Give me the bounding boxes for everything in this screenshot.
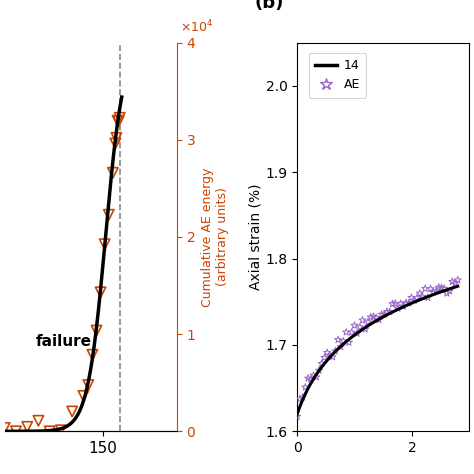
Point: [1, 424, 9, 432]
Point: [432, 287, 440, 295]
Point: [340, 337, 347, 345]
Point: [93, 327, 100, 334]
Point: [342, 328, 350, 336]
Point: [400, 303, 407, 310]
Point: [35, 417, 42, 425]
Point: [57, 427, 65, 434]
Point: [46, 428, 54, 435]
Point: [310, 372, 317, 379]
Text: (b): (b): [254, 0, 283, 11]
Point: [416, 290, 423, 297]
Point: [353, 329, 361, 337]
Point: [301, 383, 309, 391]
Point: [389, 300, 396, 308]
Point: [326, 352, 334, 359]
Point: [111, 140, 119, 147]
Point: [373, 314, 380, 321]
Point: [315, 367, 323, 374]
Point: [307, 375, 315, 383]
Point: [348, 328, 356, 336]
Point: [109, 169, 117, 177]
Point: [351, 322, 358, 329]
Point: [80, 392, 87, 400]
Point: [397, 300, 404, 308]
Point: [337, 343, 345, 351]
Point: [68, 408, 76, 415]
Point: [405, 299, 412, 307]
Point: [408, 294, 415, 301]
Point: [375, 316, 383, 324]
Point: [446, 287, 454, 295]
Point: [454, 276, 462, 284]
Point: [299, 393, 307, 401]
Point: [89, 351, 96, 359]
Point: [320, 354, 328, 361]
Point: [114, 117, 121, 125]
Point: [435, 283, 443, 291]
Point: [115, 118, 122, 125]
Point: [438, 284, 445, 292]
Point: [12, 428, 20, 435]
Point: [367, 313, 374, 321]
Point: [429, 288, 437, 296]
Point: [304, 374, 312, 382]
Point: [318, 360, 326, 367]
Point: [443, 290, 451, 297]
Point: [105, 211, 113, 219]
Text: failure: failure: [36, 334, 91, 349]
Point: [23, 423, 31, 431]
Point: [323, 349, 331, 356]
Point: [293, 413, 301, 420]
Point: [331, 347, 339, 355]
Point: [440, 285, 448, 292]
Point: [448, 278, 456, 285]
Point: [419, 293, 426, 301]
Point: [356, 323, 364, 331]
Point: [101, 240, 109, 248]
Point: [113, 134, 120, 142]
Point: [421, 285, 429, 292]
Point: [345, 338, 353, 346]
Point: [424, 294, 432, 301]
Point: [413, 294, 421, 302]
Point: [329, 353, 337, 361]
Point: [359, 317, 366, 324]
Point: [451, 280, 459, 287]
Point: [116, 114, 124, 122]
Point: [381, 311, 388, 319]
Point: [296, 395, 304, 403]
Point: [370, 313, 377, 320]
Point: [334, 336, 342, 344]
Point: [394, 305, 401, 312]
Point: [312, 374, 320, 381]
Point: [410, 297, 418, 304]
Point: [378, 310, 385, 318]
Point: [392, 300, 399, 307]
Point: [402, 299, 410, 307]
Y-axis label: Axial strain (%): Axial strain (%): [248, 184, 263, 290]
Point: [362, 325, 369, 333]
Point: [84, 381, 92, 389]
Point: [364, 318, 372, 326]
Point: [97, 289, 104, 296]
Point: [383, 308, 391, 315]
Text: $\times 10^4$: $\times 10^4$: [180, 18, 214, 35]
Legend: 14, AE: 14, AE: [309, 53, 366, 98]
Y-axis label: Cumulative AE energy
(arbitrary units): Cumulative AE energy (arbitrary units): [201, 167, 229, 307]
Point: [386, 308, 393, 316]
Point: [427, 285, 434, 292]
